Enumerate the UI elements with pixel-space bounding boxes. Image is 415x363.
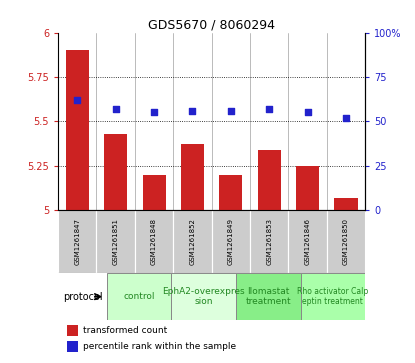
Bar bbox=[96, 210, 135, 273]
Bar bbox=[296, 166, 319, 210]
Text: GSM1261848: GSM1261848 bbox=[151, 218, 157, 265]
Text: protocol: protocol bbox=[63, 291, 103, 302]
Text: control: control bbox=[123, 292, 155, 301]
Bar bbox=[58, 210, 96, 273]
Bar bbox=[171, 273, 236, 320]
Text: GSM1261852: GSM1261852 bbox=[190, 218, 195, 265]
Point bbox=[266, 106, 273, 112]
Point bbox=[227, 108, 234, 114]
Bar bbox=[212, 210, 250, 273]
Text: EphA2-overexpres
sion: EphA2-overexpres sion bbox=[162, 287, 245, 306]
Bar bbox=[258, 150, 281, 210]
Bar bbox=[135, 210, 173, 273]
Text: percentile rank within the sample: percentile rank within the sample bbox=[83, 342, 236, 351]
Text: GSM1261851: GSM1261851 bbox=[113, 218, 119, 265]
Text: GSM1261853: GSM1261853 bbox=[266, 218, 272, 265]
Point bbox=[112, 106, 119, 112]
Title: GDS5670 / 8060294: GDS5670 / 8060294 bbox=[148, 19, 275, 32]
Bar bbox=[143, 175, 166, 210]
Text: Ilomastat
treatment: Ilomastat treatment bbox=[245, 287, 291, 306]
Point bbox=[343, 115, 349, 121]
Bar bbox=[104, 134, 127, 210]
Text: transformed count: transformed count bbox=[83, 326, 167, 335]
Bar bbox=[66, 50, 89, 210]
Point bbox=[189, 108, 196, 114]
Point bbox=[74, 97, 81, 103]
Bar bbox=[300, 273, 365, 320]
Bar bbox=[334, 197, 357, 210]
Text: GSM1261847: GSM1261847 bbox=[74, 218, 80, 265]
Point bbox=[151, 110, 157, 115]
Bar bbox=[67, 340, 78, 352]
Bar bbox=[327, 210, 365, 273]
Text: GSM1261849: GSM1261849 bbox=[228, 218, 234, 265]
Bar bbox=[173, 210, 212, 273]
Bar bbox=[67, 325, 78, 336]
Bar bbox=[220, 175, 242, 210]
Bar bbox=[107, 273, 171, 320]
Bar bbox=[236, 273, 300, 320]
Bar bbox=[288, 210, 327, 273]
Point bbox=[304, 110, 311, 115]
Text: GSM1261850: GSM1261850 bbox=[343, 218, 349, 265]
Bar bbox=[250, 210, 288, 273]
Bar bbox=[181, 144, 204, 210]
Text: Rho activator Calp
eptin treatment: Rho activator Calp eptin treatment bbox=[297, 287, 369, 306]
Text: GSM1261846: GSM1261846 bbox=[305, 218, 310, 265]
